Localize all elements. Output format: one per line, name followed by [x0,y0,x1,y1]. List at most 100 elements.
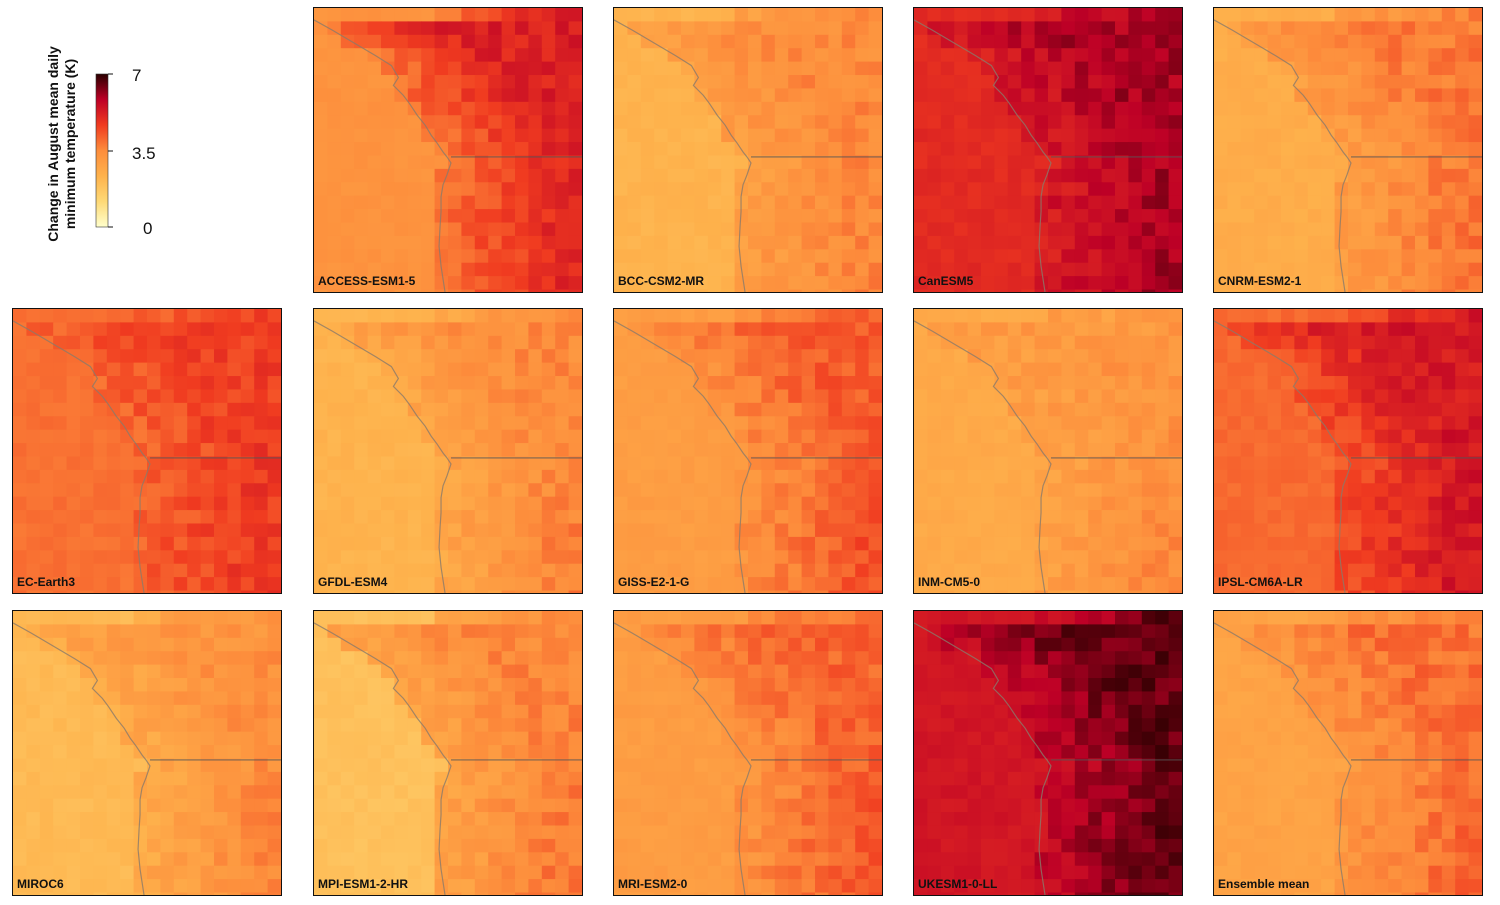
heatmap-cell [106,611,121,626]
heatmap-cell [474,536,489,551]
heatmap-cell [1034,335,1049,350]
heatmap-cell [855,510,870,525]
heatmap-cell [774,8,789,23]
heatmap-cell [954,362,969,377]
heatmap-cell [855,168,870,183]
heatmap-cell [1374,536,1389,551]
heatmap-cell [39,550,54,565]
heatmap-cell [721,362,736,377]
heatmap-cell [1267,88,1282,103]
heatmap-cell [340,61,355,76]
heatmap-cell [748,624,762,639]
heatmap-cell [1155,577,1170,592]
heatmap-cell [528,852,543,867]
heatmap-cell [1388,101,1403,116]
heatmap-cell [434,402,449,417]
heatmap-cell [654,469,669,484]
heatmap-cell [1321,335,1336,350]
heatmap-cell [841,416,856,431]
heatmap-cell [1141,276,1156,291]
heatmap-cell [13,611,27,626]
heatmap-cell [1428,376,1443,391]
heatmap-cell [448,262,462,277]
heatmap-cell [801,235,816,250]
heatmap-cell [421,745,436,760]
heatmap-cell [1141,115,1156,130]
heatmap-cell [434,289,449,292]
heatmap-cell [528,61,543,76]
heatmap-cell [954,536,969,551]
heatmap-cell [927,235,942,250]
heatmap-cell [855,402,870,417]
heatmap-cell [528,402,543,417]
heatmap-cell [627,182,642,197]
heatmap-cell [1088,168,1103,183]
heatmap-cell [147,664,161,679]
heatmap-cell [214,664,228,679]
heatmap-cell [1101,349,1116,364]
heatmap-cell [381,128,395,143]
heatmap-cell [394,550,409,565]
heatmap-cell [187,731,202,746]
heatmap-cell [1361,155,1376,170]
heatmap-cell [66,335,81,350]
heatmap-cell [707,335,722,350]
heatmap-cell [707,469,722,484]
heatmap-cell [1101,590,1116,593]
heatmap-cell [555,429,570,444]
heatmap-cell [1361,48,1376,63]
heatmap-cell [340,785,355,800]
heatmap-cell [1214,182,1228,197]
heatmap-cell [841,335,856,350]
heatmap-cell [26,443,41,458]
heatmap-cell [214,678,228,693]
heatmap-cell [474,483,489,498]
heatmap-cell [1361,262,1376,277]
heatmap-cell [541,75,556,90]
heatmap-cell [555,825,570,840]
heatmap-cell [828,523,843,538]
heatmap-cell [39,664,54,679]
heatmap-cell [667,209,682,224]
heatmap-cell [528,771,543,786]
heatmap-cell [147,335,161,350]
heatmap-cell [841,128,856,143]
heatmap-cell [515,852,529,867]
heatmap-cell [1374,289,1389,292]
heatmap-cell [39,362,54,377]
heatmap-cell [640,276,655,291]
heatmap-cell [340,718,355,733]
heatmap-cell [474,892,489,895]
heatmap-cell [1415,168,1429,183]
heatmap-cell [501,704,516,719]
heatmap-cell [160,416,175,431]
heatmap-cell [394,758,409,773]
heatmap-cell [173,758,188,773]
heatmap-cell [954,376,969,391]
heatmap-cell [160,456,175,471]
heatmap-cell [240,825,255,840]
heatmap-cell [1115,483,1129,498]
heatmap-cell [227,349,242,364]
heatmap-cell [147,637,161,652]
heatmap-cell [1240,182,1255,197]
heatmap-cell [1141,235,1156,250]
heatmap-cell [461,416,476,431]
heatmap-cell [1115,349,1129,364]
heatmap-cell [407,838,422,853]
heatmap-cell [53,771,68,786]
heatmap-cell [93,523,108,538]
heatmap-cell [434,128,449,143]
heatmap-cell [555,456,570,471]
heatmap-cell [1074,8,1089,23]
heatmap-cell [1401,142,1416,157]
heatmap-cell [448,469,462,484]
heatmap-cell [788,195,803,210]
heatmap-cell [1155,510,1170,525]
heatmap-cell [528,496,543,511]
heatmap-cell [1007,249,1022,264]
heatmap-cell [501,182,516,197]
heatmap-cell [614,128,628,143]
heatmap-cell [488,651,503,666]
heatmap-cell [214,416,228,431]
